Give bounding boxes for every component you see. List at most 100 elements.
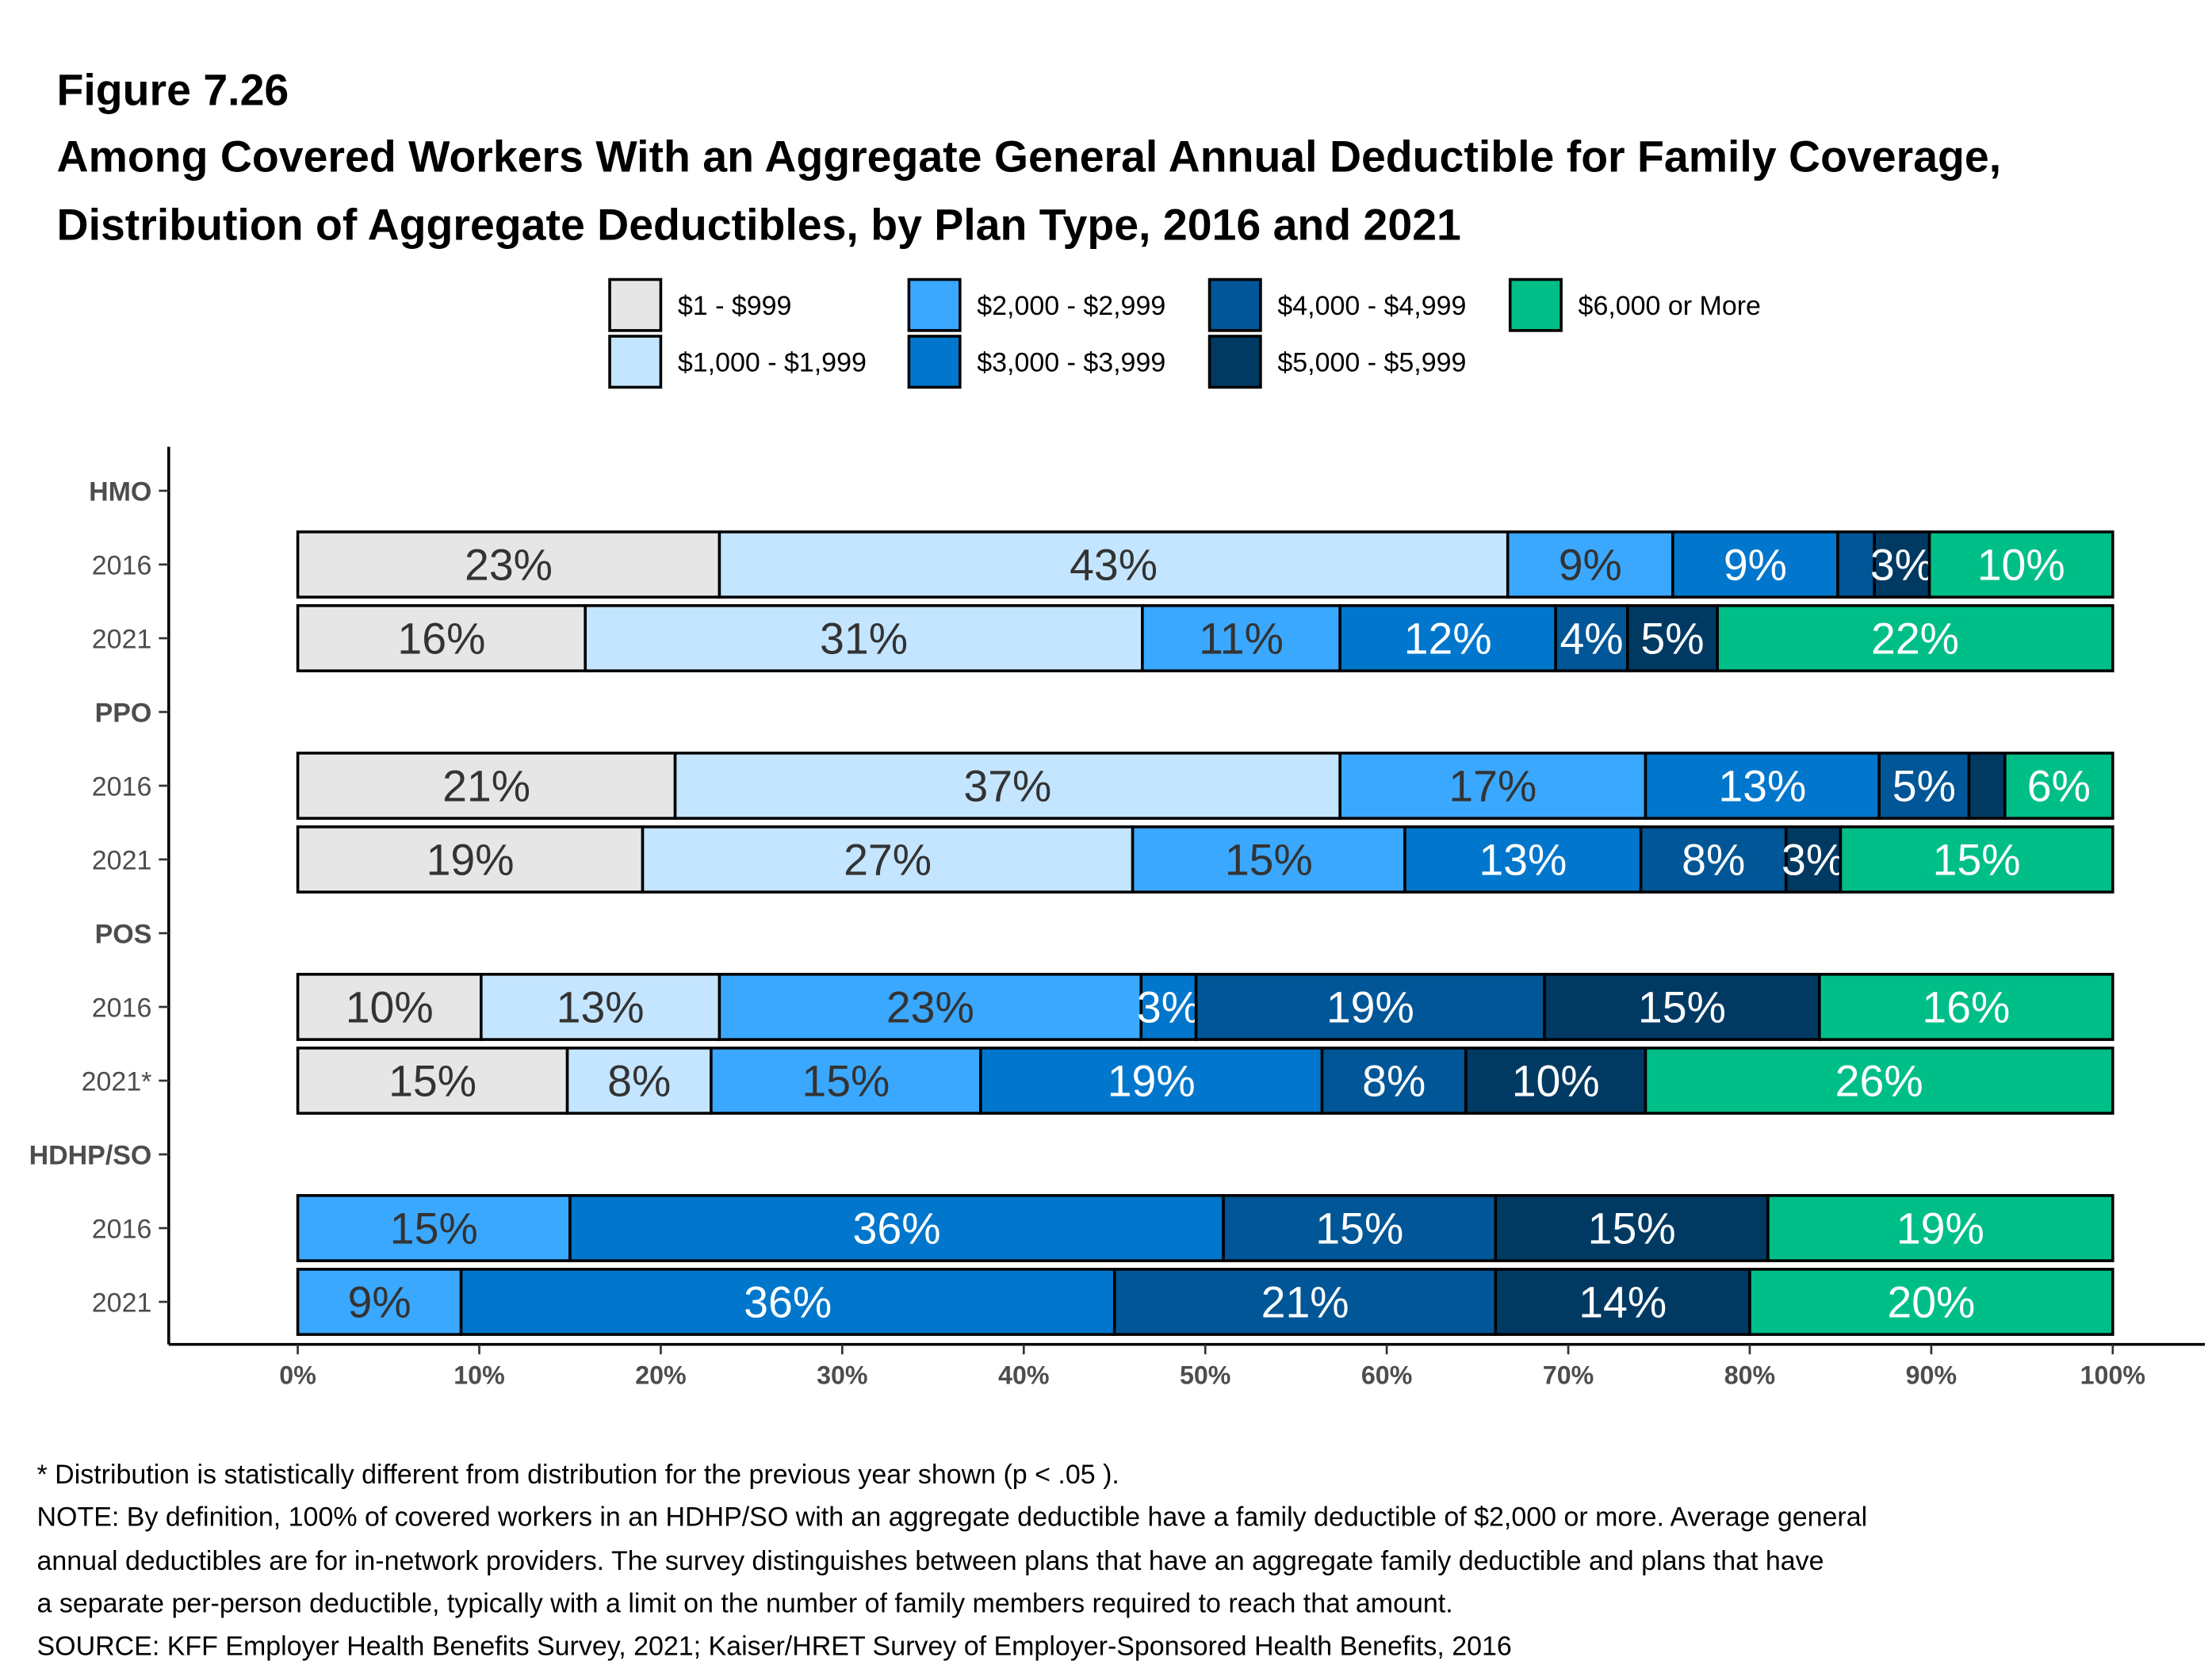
bar-segment-pos-2021-6	[1464, 1047, 1648, 1115]
legend-swatch-2	[608, 335, 663, 389]
data-label: 6%	[2027, 762, 2091, 811]
x-tick-label: 30%	[817, 1361, 867, 1390]
notes: * Distribution is statistically differen…	[37, 1460, 1868, 1661]
bar-segment-pos-2016-7	[1818, 973, 2114, 1041]
data-label: 27%	[844, 836, 932, 885]
bar-segment-hmo-2016-4	[1671, 530, 1839, 599]
bar-segment-hmo-2016-1	[296, 530, 721, 599]
bar-segment-ppo-2021-6	[1784, 825, 1843, 894]
legend-swatch-4	[907, 335, 962, 389]
legend-label-2: $1,000 - $1,999	[678, 348, 867, 378]
bar-segment-hmo-2021-4	[1338, 604, 1557, 672]
bar-segment-ppo-2021-5	[1639, 825, 1788, 894]
note-line-3: a separate per-person deductible, typica…	[37, 1589, 1453, 1619]
bar-segment-pos-2016-3	[718, 973, 1143, 1041]
data-label: 16%	[1922, 983, 2010, 1032]
data-label: 9%	[1724, 541, 1787, 590]
bar-segment-hmo-2021-6	[1626, 604, 1719, 672]
bar-segment-pos-2021-7	[1644, 1047, 2114, 1115]
note-significance: * Distribution is statistically differen…	[37, 1460, 1119, 1490]
legend-label-6: $5,000 - $5,999	[1277, 348, 1466, 378]
data-label: 15%	[390, 1204, 478, 1254]
bar-segment-ppo-2016-5	[1877, 752, 1971, 820]
x-tick-label: 90%	[1906, 1361, 1957, 1390]
data-label: 15%	[1638, 983, 1726, 1032]
bar-segment-pos-2016-5	[1194, 973, 1546, 1041]
note-line-2: annual deductibles are for in-network pr…	[37, 1546, 1824, 1576]
bar-segment-pos-2021-5	[1320, 1047, 1468, 1115]
data-label: 36%	[744, 1278, 832, 1327]
x-tick-label: 0%	[279, 1361, 316, 1390]
bar-segment-hdhpso-2016-5	[1222, 1194, 1498, 1262]
year-label: 2016	[92, 1215, 152, 1245]
data-label: 15%	[1225, 836, 1313, 885]
bar-segment-hmo-2016-7	[1927, 530, 2114, 599]
legend-swatch-1	[608, 278, 663, 332]
bar-segment-hdhpso-2016-3	[296, 1194, 572, 1262]
bar-segment-pos-2016-6	[1543, 973, 1821, 1041]
legend-label-5: $4,000 - $4,999	[1277, 291, 1466, 321]
data-label: 17%	[1449, 762, 1537, 811]
bar-segment-hdhpso-2016-6	[1494, 1194, 1770, 1262]
data-label: 8%	[1362, 1057, 1426, 1106]
bar-segment-hdhpso-2021-7	[1748, 1268, 2114, 1336]
bar-segment-hdhpso-2021-3	[296, 1268, 463, 1336]
year-label: 2021*	[82, 1067, 152, 1097]
data-label: 10%	[1977, 541, 2065, 590]
data-label: 15%	[388, 1057, 476, 1106]
note-line-1: NOTE: By definition, 100% of covered wor…	[37, 1502, 1868, 1533]
year-label: 2016	[92, 772, 152, 802]
data-label: 15%	[1315, 1204, 1403, 1254]
bar-segment-ppo-2016-7	[2003, 752, 2114, 820]
data-label: 21%	[1261, 1278, 1349, 1327]
data-label: 15%	[802, 1057, 890, 1106]
bar-segment-hmo-2021-7	[1716, 604, 2114, 672]
data-label: 19%	[1108, 1057, 1196, 1106]
bar-segment-pos-2016-1	[296, 973, 483, 1041]
data-label: 19%	[1896, 1204, 1984, 1254]
year-label: 2016	[92, 551, 152, 581]
data-label: 12%	[1404, 614, 1492, 664]
x-tick-label: 60%	[1361, 1361, 1412, 1390]
data-label: 23%	[465, 541, 553, 590]
data-label: 22%	[1871, 614, 1959, 664]
data-label: 26%	[1835, 1057, 1923, 1106]
data-label: 31%	[820, 614, 908, 664]
data-label: 23%	[886, 983, 974, 1032]
data-label: 20%	[1887, 1278, 1975, 1327]
data-label: 13%	[1479, 836, 1567, 885]
plan-type-label: HDHP/SO	[29, 1141, 152, 1171]
bar-segment-ppo-2021-3	[1131, 825, 1406, 894]
bar-segment-hdhpso-2021-5	[1112, 1268, 1498, 1336]
bar-segment-hmo-2021-3	[1141, 604, 1341, 672]
data-label: 14%	[1579, 1278, 1667, 1327]
x-tick-label: 80%	[1724, 1361, 1775, 1390]
year-label: 2021	[92, 1288, 152, 1319]
data-label: 3%	[1870, 541, 1934, 590]
legend-swatch-5	[1207, 278, 1262, 332]
data-label: 13%	[557, 983, 645, 1032]
year-label: 2021	[92, 625, 152, 655]
x-tick-label: 70%	[1543, 1361, 1594, 1390]
data-label: 5%	[1892, 762, 1956, 811]
data-label: 11%	[1199, 614, 1284, 664]
data-label: 8%	[1682, 836, 1745, 885]
data-label: 15%	[1933, 836, 2021, 885]
legend-label-3: $2,000 - $2,999	[977, 291, 1165, 321]
data-label: 43%	[1070, 541, 1158, 590]
data-label: 16%	[397, 614, 485, 664]
year-label: 2016	[92, 993, 152, 1024]
bar-segment-ppo-2016-4	[1644, 752, 1881, 820]
x-tick-label: 20%	[635, 1361, 686, 1390]
data-label: 3%	[1781, 836, 1845, 885]
plan-type-label: HMO	[89, 477, 151, 507]
bar-segment-ppo-2016-6	[1967, 752, 2007, 820]
data-label: 9%	[1559, 541, 1622, 590]
bar-segment-hdhpso-2016-7	[1766, 1194, 2114, 1262]
bar-segment-ppo-2016-3	[1338, 752, 1648, 820]
data-label: 8%	[607, 1057, 671, 1106]
plan-type-label: POS	[95, 920, 152, 950]
legend-label-7: $6,000 or More	[1579, 291, 1761, 321]
data-label: 36%	[853, 1204, 941, 1254]
x-tick-label: 100%	[2080, 1361, 2145, 1390]
